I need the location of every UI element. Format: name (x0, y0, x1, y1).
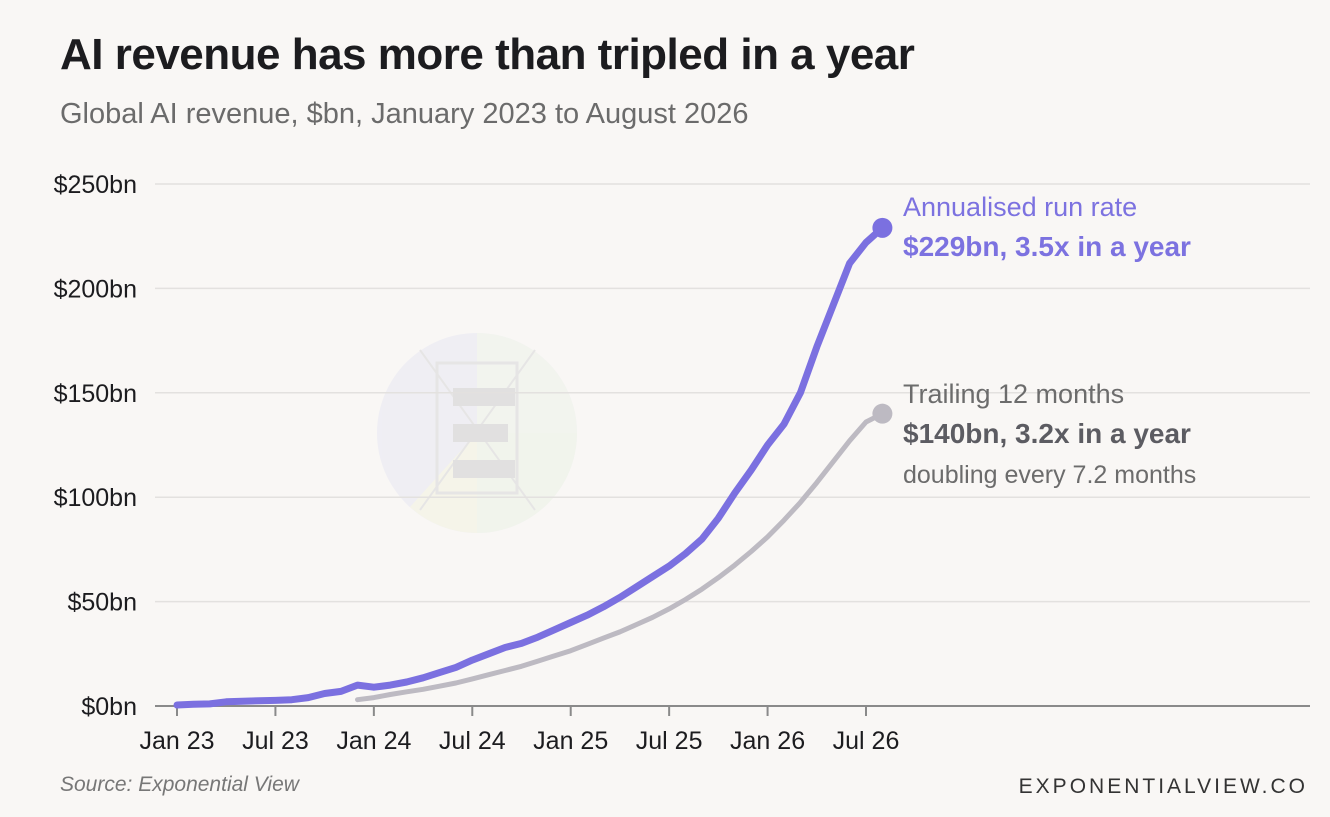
series-layer (173, 217, 893, 709)
y-tick-label: $250bn (54, 171, 137, 199)
run-rate-line (173, 224, 886, 709)
y-tick-label: $50bn (67, 589, 137, 617)
x-tick-label: Jul 26 (833, 727, 900, 755)
x-tick-label: Jul 23 (242, 727, 309, 755)
y-tick-label: $150bn (54, 380, 137, 408)
x-axis: Jan 23 Jul 23 Jan 24 Jul 24 Jan 25 Jul 25 Jan … (139, 705, 1310, 755)
y-tick-label: $100bn (54, 484, 137, 512)
source-note: Source: Exponential View (60, 773, 299, 796)
trailing-value: $140bn, 3.2x in a year (903, 418, 1191, 449)
brand-wordmark: EXPONENTIALVIEW.CO (1018, 775, 1308, 798)
trailing-note: doubling every 7.2 months (903, 461, 1196, 489)
chart-subtitle: Global AI revenue, $bn, January 2023 to … (60, 98, 749, 130)
x-tick-label: Jan 23 (139, 727, 214, 755)
x-tick-label: Jan 25 (533, 727, 608, 755)
series-annotations: Annualised run rate $229bn, 3.5x in a ye… (903, 192, 1196, 489)
exponential-view-watermark-logo (377, 333, 577, 533)
trailing-label: Trailing 12 months (903, 379, 1124, 409)
trailing-12-months-end-point (872, 403, 893, 424)
trailing-12-months-line (355, 411, 885, 703)
x-tick-label: Jul 25 (636, 727, 703, 755)
chart-title: AI revenue has more than tripled in a ye… (60, 30, 915, 79)
x-tick-label: Jan 26 (730, 727, 805, 755)
y-axis: $0bn $50bn $100bn $150bn $200bn $250bn (54, 171, 137, 721)
y-tick-label: $200bn (54, 275, 137, 303)
run-rate-end-point (872, 217, 893, 238)
x-tick-label: Jan 24 (336, 727, 411, 755)
run-rate-value: $229bn, 3.5x in a year (903, 231, 1191, 262)
y-tick-label: $0bn (81, 693, 137, 721)
run-rate-label: Annualised run rate (903, 192, 1137, 222)
x-tick-label: Jul 24 (439, 727, 506, 755)
